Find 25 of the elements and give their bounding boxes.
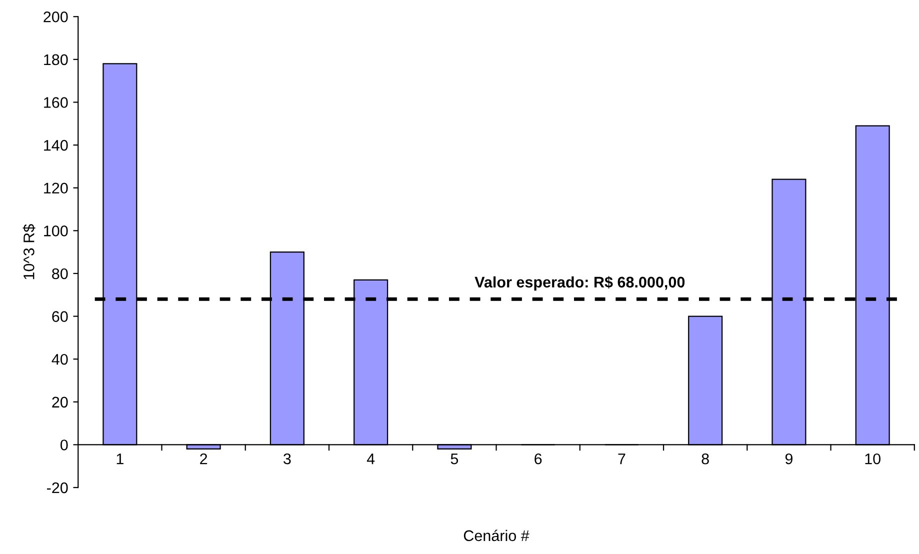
y-axis-title: 10^3 R$ — [22, 224, 36, 280]
y-tick-label: 60 — [52, 311, 68, 322]
y-tick-label: 140 — [44, 140, 68, 151]
y-tick-label: 20 — [52, 396, 68, 408]
ref-line-label: Valor esperado: R$ 68.000,00 — [474, 276, 685, 291]
y-tick-label: 200 — [44, 11, 68, 22]
x-tick-label: 8 — [702, 453, 709, 464]
y-tick-label: 40 — [52, 354, 68, 365]
x-tick-label: 3 — [284, 453, 291, 464]
x-tick-label: 9 — [785, 453, 792, 464]
y-tick-label: 120 — [44, 182, 68, 194]
x-tick-label: 6 — [534, 453, 542, 464]
y-tick-label: 80 — [52, 268, 68, 280]
y-tick-label: -20 — [46, 482, 68, 494]
y-tick-label: 180 — [44, 54, 68, 66]
y-tick-label: 0 — [60, 440, 68, 450]
x-tick-label: 1 — [116, 454, 124, 464]
x-tick-label: 2 — [200, 453, 208, 464]
y-tick-label: 160 — [44, 97, 68, 108]
y-tick-label: 100 — [44, 226, 68, 236]
x-tick-label: 7 — [618, 454, 626, 464]
x-axis-title: Cenário # — [464, 530, 530, 542]
x-tick-label: 5 — [450, 454, 458, 464]
x-tick-label: 10 — [865, 453, 880, 464]
x-tick-label: 4 — [366, 454, 375, 464]
